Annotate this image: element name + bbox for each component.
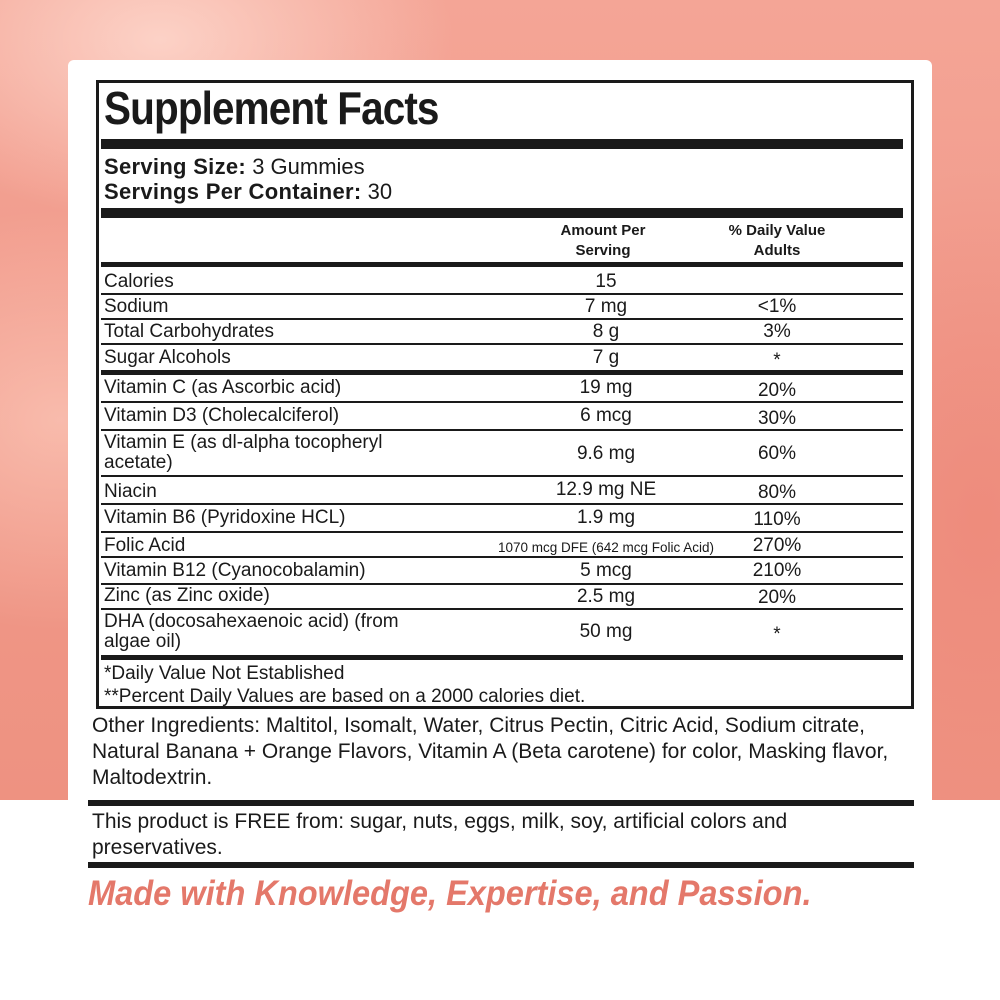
row-divider (101, 401, 903, 403)
row-zinc-amount: 2.5 mg (576, 586, 636, 607)
other-ingredients: Other Ingredients: Maltitol, Isomalt, Wa… (92, 714, 889, 789)
row-sodium-amount: 7 mg (584, 296, 628, 317)
row-dha-dv: * (773, 624, 781, 645)
row-divider (101, 343, 903, 345)
row-vitamin-b12-name: Vitamin B12 (Cyanocobalamin) (104, 560, 366, 581)
serving-size-value: 3 Gummies (252, 154, 365, 179)
row-zinc-name: Zinc (as Zinc oxide) (104, 585, 270, 606)
row-vitamin-c-dv: 20% (757, 380, 797, 401)
row-sugar-alcohols-amount: 7 g (592, 347, 620, 368)
row-vitamin-b6-name: Vitamin B6 (Pyridoxine HCL) (104, 507, 346, 528)
row-dha-name-line1: DHA (docosahexaenoic acid) (from (104, 611, 399, 632)
row-vitamin-c-name: Vitamin C (as Ascorbic acid) (104, 377, 342, 398)
row-vitamin-c-amount: 19 mg (579, 377, 633, 398)
row-vitamin-e-name-line1: Vitamin E (as dl-alpha tocopheryl (104, 432, 383, 453)
row-divider (101, 556, 903, 558)
row-vitamin-b6-dv: 110% (753, 509, 801, 530)
serving-size: Serving Size: 3 Gummies (104, 155, 365, 179)
row-folic-acid-amount: 1070 mcg DFE (642 mcg Folic Acid) (497, 540, 715, 555)
thick-divider (101, 139, 903, 149)
row-vitamin-d3-name: Vitamin D3 (Cholecalciferol) (104, 405, 340, 426)
servings-per-container: Servings Per Container: 30 (104, 180, 392, 204)
footnote-daily-value: *Daily Value Not Established (104, 663, 345, 684)
label-panel (68, 60, 932, 820)
tagline: Made with Knowledge, Expertise, and Pass… (88, 874, 812, 913)
row-carbs-amount: 8 g (592, 321, 620, 342)
row-niacin-name: Niacin (104, 481, 157, 502)
row-sodium-name: Sodium (104, 296, 169, 317)
row-carbs-name: Total Carbohydrates (104, 321, 275, 342)
row-vitamin-d3-amount: 6 mcg (580, 405, 632, 426)
row-vitamin-d3-dv: 30% (757, 408, 797, 429)
free-from-statement: This product is FREE from: sugar, nuts, … (92, 810, 788, 859)
medium-divider (101, 262, 903, 267)
row-zinc-dv: 20% (757, 587, 797, 608)
row-niacin-amount: 12.9 mg NE (555, 479, 657, 500)
servings-per-container-value: 30 (367, 179, 393, 204)
row-vitamin-e-dv: 60% (757, 443, 797, 464)
row-vitamin-e-name-line2: acetate) (104, 452, 173, 473)
header-amount-per-serving: Amount Per Serving (560, 222, 646, 259)
row-folic-acid-dv: 270% (752, 535, 802, 556)
row-dha-amount: 50 mg (579, 621, 633, 642)
section-divider (88, 862, 914, 868)
servings-per-container-label: Servings Per Container: (104, 179, 362, 204)
row-divider (101, 503, 903, 505)
serving-size-label: Serving Size: (104, 154, 247, 179)
header-daily-value: % Daily Value Adults (728, 222, 826, 259)
row-divider (101, 531, 903, 533)
page-title: Supplement Facts (104, 82, 439, 134)
row-divider (101, 583, 903, 585)
row-divider (101, 475, 903, 477)
row-folic-acid-name: Folic Acid (104, 535, 186, 556)
row-divider (101, 429, 903, 431)
section-divider (88, 800, 914, 806)
row-niacin-dv: 80% (757, 482, 797, 503)
medium-divider (101, 655, 903, 660)
row-divider (101, 293, 903, 295)
row-calories-amount: 15 (595, 271, 617, 292)
row-sodium-dv: <1% (757, 296, 797, 317)
thick-divider (101, 208, 903, 218)
row-divider (101, 318, 903, 320)
row-dha-name-line2: algae oil) (104, 631, 182, 652)
row-vitamin-e-amount: 9.6 mg (576, 443, 636, 464)
row-sugar-alcohols-dv: * (773, 350, 781, 371)
row-sugar-alcohols-name: Sugar Alcohols (104, 347, 231, 368)
row-vitamin-b12-amount: 5 mcg (580, 560, 632, 581)
row-vitamin-b12-dv: 210% (752, 560, 802, 581)
row-carbs-dv: 3% (763, 321, 791, 342)
row-calories-name: Calories (104, 271, 174, 292)
row-vitamin-b6-amount: 1.9 mg (576, 507, 636, 528)
supplement-facts-box (96, 80, 914, 709)
medium-divider (101, 370, 903, 375)
footnote-percent-daily: **Percent Daily Values are based on a 20… (104, 686, 586, 707)
row-divider (101, 608, 903, 610)
